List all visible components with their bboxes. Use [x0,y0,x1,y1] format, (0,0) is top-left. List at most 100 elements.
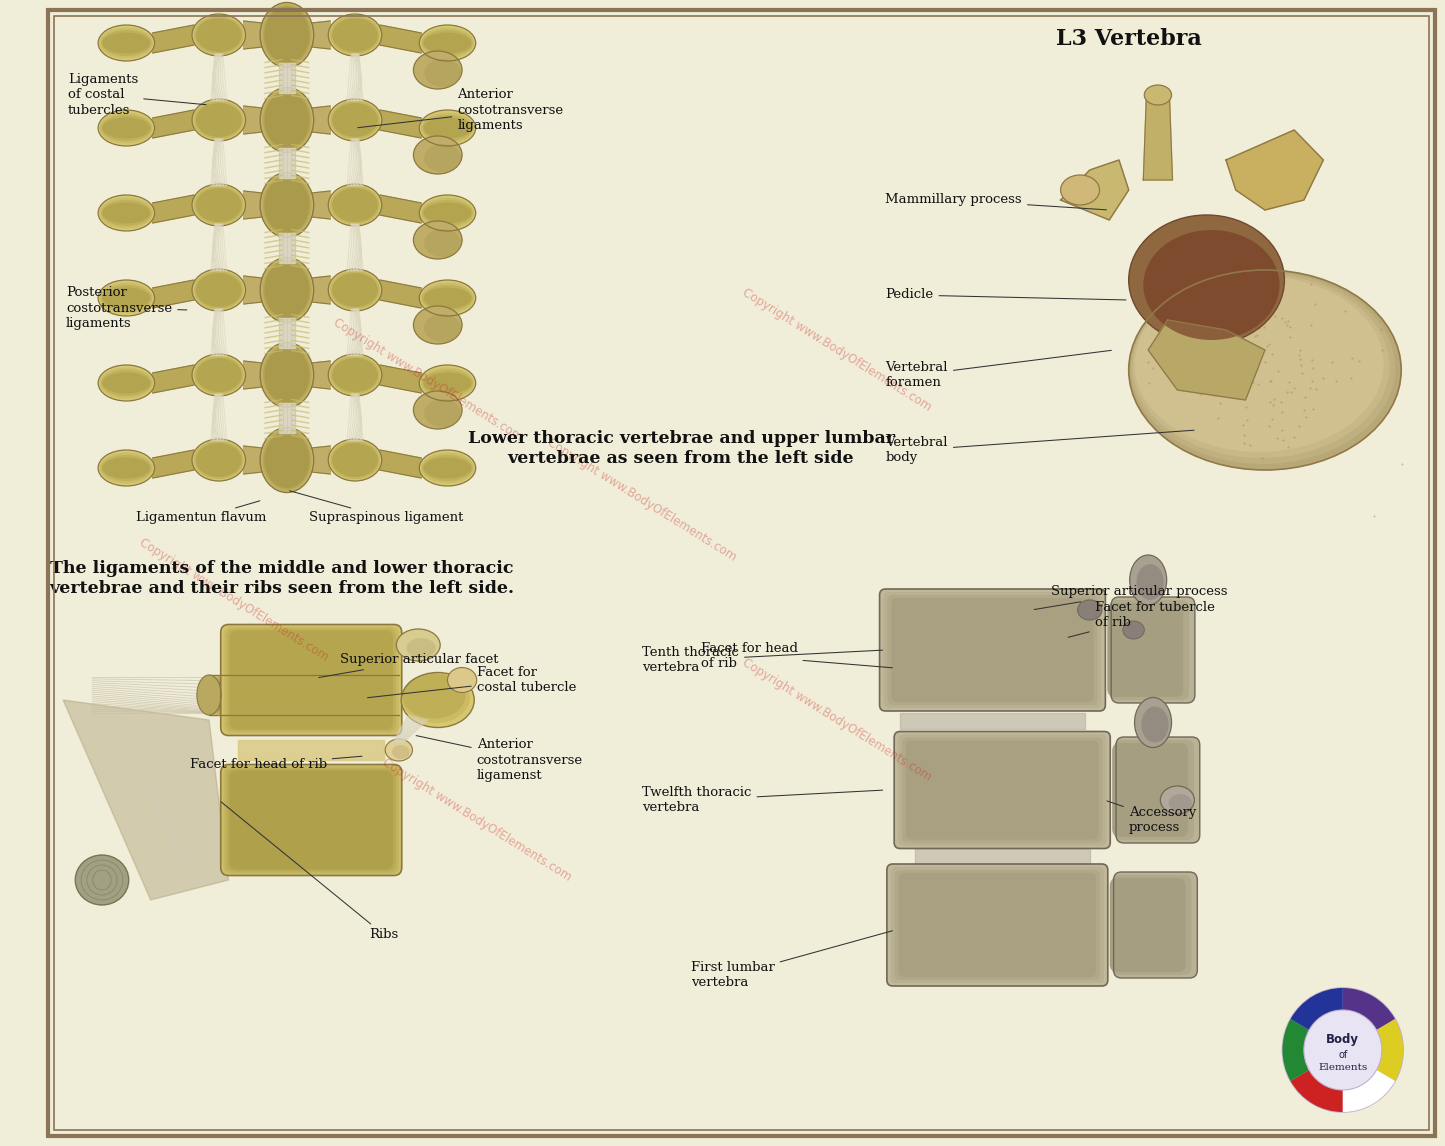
Polygon shape [312,446,331,474]
Polygon shape [210,681,399,709]
Ellipse shape [423,372,471,393]
Text: Facet for head
of rib: Facet for head of rib [701,642,893,670]
FancyBboxPatch shape [887,595,1098,705]
Ellipse shape [194,356,244,394]
Ellipse shape [1129,270,1402,470]
Text: Twelfth thoracic
vertebra: Twelfth thoracic vertebra [642,786,883,814]
Polygon shape [1061,160,1129,220]
FancyBboxPatch shape [1114,740,1194,840]
Ellipse shape [406,638,436,658]
Text: The ligaments of the middle and lower thoracic
vertebrae and their ribs seen fro: The ligaments of the middle and lower th… [49,560,514,597]
Ellipse shape [425,314,461,342]
Ellipse shape [263,260,311,320]
Ellipse shape [103,118,150,139]
Polygon shape [153,450,194,478]
Ellipse shape [425,144,461,172]
Text: Elements: Elements [1318,1063,1367,1073]
Text: Posterior
costotransverse
ligaments: Posterior costotransverse ligaments [66,286,186,330]
Ellipse shape [1129,215,1285,345]
Polygon shape [153,280,194,308]
Ellipse shape [260,343,314,408]
Circle shape [1283,988,1403,1112]
Polygon shape [210,678,399,711]
FancyBboxPatch shape [892,598,1094,702]
Ellipse shape [331,441,380,479]
FancyBboxPatch shape [221,625,402,736]
Text: Tenth thoracic
vertebra: Tenth thoracic vertebra [642,646,883,674]
Ellipse shape [422,115,473,141]
Ellipse shape [328,354,381,397]
Ellipse shape [100,197,153,228]
Text: First lumbar
vertebra: First lumbar vertebra [691,931,893,989]
Ellipse shape [1061,175,1100,205]
Ellipse shape [1142,706,1169,743]
Text: Copyright www.BodyOfElements.com: Copyright www.BodyOfElements.com [545,437,738,564]
Text: Superior articular facet: Superior articular facet [319,653,499,677]
Ellipse shape [262,174,312,236]
Ellipse shape [422,285,473,311]
Ellipse shape [101,115,152,141]
FancyBboxPatch shape [1113,743,1188,837]
Ellipse shape [422,201,473,226]
Ellipse shape [420,197,474,228]
Ellipse shape [264,7,309,63]
Ellipse shape [331,186,380,223]
Text: Superior articular process: Superior articular process [1035,586,1227,610]
Ellipse shape [260,173,314,237]
Ellipse shape [420,368,474,399]
Ellipse shape [101,455,152,481]
Wedge shape [1290,988,1342,1030]
Ellipse shape [192,354,246,397]
Ellipse shape [263,91,311,149]
FancyBboxPatch shape [906,740,1098,840]
Polygon shape [380,450,420,478]
Text: Accessory
process: Accessory process [1107,801,1196,834]
Ellipse shape [332,358,379,392]
Circle shape [1303,1010,1381,1090]
Ellipse shape [331,16,380,54]
Ellipse shape [260,2,314,68]
Ellipse shape [98,450,155,486]
FancyBboxPatch shape [1110,601,1189,700]
Wedge shape [1342,988,1394,1030]
Ellipse shape [1134,276,1384,452]
Ellipse shape [197,188,241,222]
Ellipse shape [194,16,244,54]
Polygon shape [153,25,194,53]
Polygon shape [279,317,295,347]
Ellipse shape [422,455,473,481]
Ellipse shape [1123,621,1144,639]
Ellipse shape [197,444,241,477]
Text: Mammillary process: Mammillary process [886,194,1107,210]
Ellipse shape [260,427,314,493]
Polygon shape [238,740,384,760]
Polygon shape [312,21,331,49]
Polygon shape [1225,129,1324,210]
FancyBboxPatch shape [1114,872,1198,978]
Ellipse shape [425,58,461,87]
Ellipse shape [103,457,150,479]
Text: Supraspinous ligament: Supraspinous ligament [289,490,464,525]
FancyBboxPatch shape [899,735,1107,846]
Ellipse shape [264,262,309,317]
Ellipse shape [331,356,380,394]
Ellipse shape [1134,698,1172,747]
Polygon shape [900,713,1085,729]
FancyBboxPatch shape [890,868,1104,983]
FancyBboxPatch shape [880,589,1105,711]
Polygon shape [312,361,331,388]
Polygon shape [279,402,295,432]
Ellipse shape [264,176,309,233]
Ellipse shape [197,18,241,52]
Text: L3 Vertebra: L3 Vertebra [1056,28,1202,50]
Polygon shape [1143,100,1172,180]
Polygon shape [244,446,262,474]
Text: Vertebral
body: Vertebral body [886,430,1194,464]
Ellipse shape [192,269,246,311]
Ellipse shape [419,364,475,401]
Text: Anterior
costotransverse
ligamenst: Anterior costotransverse ligamenst [416,736,582,782]
Polygon shape [244,276,262,304]
Text: Ligaments
of costal
tubercles: Ligaments of costal tubercles [68,73,207,117]
FancyBboxPatch shape [230,770,393,870]
Ellipse shape [1133,274,1390,458]
